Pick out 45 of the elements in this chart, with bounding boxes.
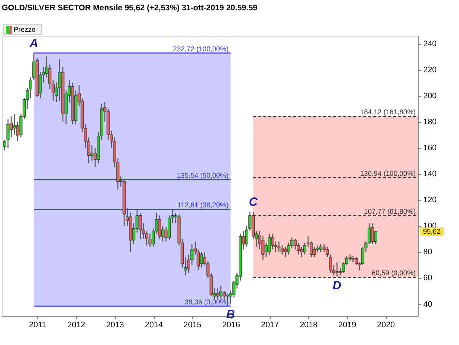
candlestick	[148, 233, 152, 248]
x-tick-label: 2017	[261, 320, 280, 330]
y-tick-label: 140	[424, 170, 438, 179]
annotation: D	[332, 278, 342, 292]
candlestick	[268, 233, 272, 256]
candlestick	[220, 286, 223, 300]
annotation: B	[226, 307, 236, 322]
candlestick	[13, 114, 16, 136]
candlestick	[313, 246, 316, 258]
x-tick-label: 2011	[29, 320, 48, 330]
candlestick	[284, 246, 288, 258]
x-tick-label: 2016	[222, 320, 241, 330]
x-tick-label: 2014	[145, 320, 164, 330]
candlestick	[200, 252, 204, 268]
annotation: A	[28, 36, 38, 50]
chart-title: GOLD/SILVER SECTOR Mensile 95,62 (+2,53%) 31-ott-2019 20.59.59	[2, 4, 258, 13]
candlestick	[6, 118, 10, 148]
candlestick	[158, 215, 162, 240]
y-tick-label: 200	[424, 91, 438, 100]
x-tick-label: 2018	[300, 320, 318, 330]
candlestick	[278, 241, 281, 253]
candlestick	[300, 246, 304, 258]
annotation: C	[249, 194, 258, 209]
y-tick-label: 120	[424, 196, 438, 205]
y-tick-label: 60	[424, 274, 433, 283]
x-tick-label: 2020	[377, 320, 396, 330]
y-tick-label: 160	[424, 144, 438, 152]
y-tick-label: 180	[424, 117, 438, 126]
y-tick-label: 40	[424, 300, 433, 309]
candlestick	[90, 144, 94, 162]
candlestick	[139, 212, 142, 240]
x-tick-label: 2019	[338, 320, 357, 330]
y-tick-label: 220	[424, 65, 438, 74]
candlestick	[280, 245, 284, 256]
candlestick	[271, 233, 274, 250]
candlestick	[374, 230, 378, 245]
candlestick	[297, 242, 300, 256]
x-tick-label: 2012	[68, 320, 86, 330]
candlestick	[371, 223, 374, 245]
candlestick	[336, 262, 339, 278]
y-tick-label: 80	[424, 248, 433, 257]
candlestick	[216, 288, 220, 300]
x-tick-label: 2015	[184, 320, 202, 330]
y-tick-label: 240	[424, 39, 438, 48]
x-tick-label: 2013	[106, 320, 125, 330]
